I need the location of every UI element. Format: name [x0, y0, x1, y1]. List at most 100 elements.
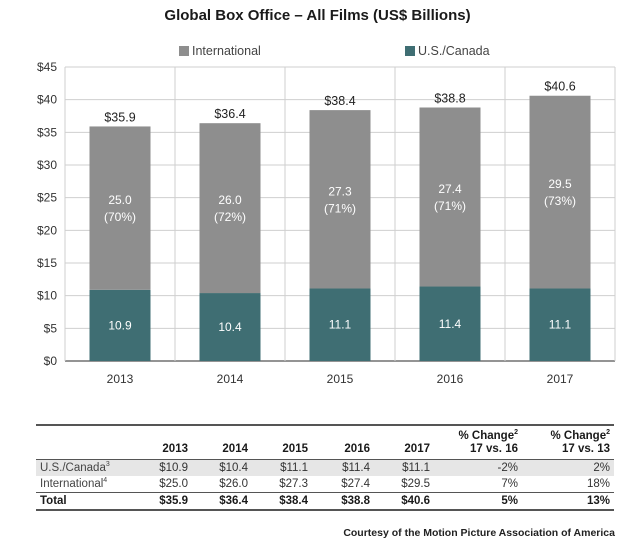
table-cell: 18% — [586, 477, 610, 490]
table-row-total: Total $35.9 $36.4 $38.4 $38.8 $40.6 5% 1… — [36, 492, 614, 510]
table-cell: $25.0 — [159, 477, 188, 490]
bar-international — [419, 107, 481, 287]
bar-us-canada — [89, 289, 151, 361]
bar-international — [309, 110, 371, 289]
bar-value-label-international: 27.3 — [328, 184, 352, 198]
y-tick-label: $25 — [37, 191, 57, 205]
table-header-cell: 2014 — [222, 442, 248, 455]
bar-share-label-international: (73%) — [544, 194, 576, 208]
table-cell: $10.4 — [192, 459, 252, 476]
header-line: 17 vs. 16 — [470, 442, 518, 455]
footnote-marker: 2 — [606, 429, 610, 436]
bar-us-canada — [199, 293, 261, 361]
x-axis-ticks: 2013 2014 2015 2016 2017 — [107, 372, 574, 386]
legend-label-us-canada: U.S./Canada — [418, 44, 490, 58]
bar-share-label-international: (71%) — [434, 199, 466, 213]
bar-total-label: $40.6 — [544, 80, 575, 94]
y-tick-label: $20 — [37, 223, 57, 237]
bar-value-label-international: 27.4 — [438, 182, 462, 196]
table-cell: $40.6 — [401, 494, 430, 507]
bar-value-label-us-canada: 11.1 — [329, 318, 352, 332]
y-tick-label: $30 — [37, 158, 57, 172]
header-line: 17 vs. 13 — [562, 442, 610, 455]
table-cell: 7% — [501, 477, 518, 490]
table-header-change-17-vs-16: % Change2 17 vs. 16 — [434, 425, 522, 459]
y-axis-ticks: $0 $5 $10 $15 $20 $25 $30 $35 $40 $45 — [37, 60, 57, 368]
table-cell: $26.0 — [219, 477, 248, 490]
table-header-row: 2013 2014 2015 2016 2017 % Change2 17 vs… — [36, 425, 614, 460]
bar-international — [199, 123, 261, 294]
table-header-cell: 2015 — [282, 442, 308, 455]
bar-value-label-us-canada: 10.9 — [108, 318, 132, 332]
bar-total-label: $38.8 — [434, 92, 465, 106]
table-cell: $36.4 — [219, 494, 248, 507]
table-header-cell: 2017 — [404, 442, 430, 455]
table-cell: $11.4 — [312, 459, 374, 476]
table-header-change-17-vs-13: % Change2 17 vs. 13 — [522, 425, 614, 459]
row-label: U.S./Canada3 — [36, 459, 132, 476]
bar-value-label-international: 25.0 — [108, 193, 132, 207]
bar-share-label-international: (70%) — [104, 210, 136, 224]
bar-us-canada — [419, 286, 481, 361]
table-header-cell: 2013 — [162, 442, 188, 455]
y-tick-label: $15 — [37, 256, 57, 270]
table-row-international: International4 $25.0 $26.0 $27.3 $27.4 $… — [36, 476, 614, 493]
bar-us-canada — [529, 288, 591, 361]
bar-us-canada — [309, 288, 371, 361]
bar-international — [529, 95, 591, 289]
table-header-cell — [36, 425, 132, 459]
bar-total-label: $35.9 — [104, 110, 135, 124]
bar-international — [89, 126, 151, 290]
table-cell: 13% — [586, 494, 610, 507]
bars: 10.9 25.0 (70%) $35.9 10.4 26.0 (72%) $36.4 11.1… — [89, 80, 591, 361]
bar-share-label-international: (71%) — [324, 201, 356, 215]
x-tick-label: 2016 — [437, 372, 464, 386]
table-cell: $10.9 — [132, 459, 192, 476]
header-line: % Change — [550, 429, 607, 442]
legend-swatch-us-canada — [405, 46, 415, 56]
row-label: Total — [40, 494, 67, 507]
y-tick-label: $10 — [37, 289, 57, 303]
y-tick-label: $40 — [37, 93, 57, 107]
stacked-bar-chart: International U.S./Canada 10.9 25.0 (70%) $… — [37, 44, 616, 386]
table-cell: $27.3 — [279, 477, 308, 490]
bar-total-label: $38.4 — [324, 94, 355, 108]
table-cell: $38.8 — [341, 494, 370, 507]
bar-value-label-international: 29.5 — [548, 177, 572, 191]
y-tick-label: $5 — [44, 321, 58, 335]
x-tick-label: 2013 — [107, 372, 134, 386]
header-line: % Change — [458, 429, 515, 442]
source-credit: Courtesy of the Motion Picture Associati… — [343, 527, 615, 539]
bar-value-label-us-canada: 10.4 — [218, 320, 242, 334]
footnote-marker: 2 — [514, 429, 518, 436]
chart-title: Global Box Office – All Films (US$ Billi… — [164, 7, 471, 24]
table-cell: $27.4 — [341, 477, 370, 490]
table-cell: 2% — [522, 459, 614, 476]
table-cell: 5% — [501, 494, 518, 507]
x-tick-label: 2014 — [217, 372, 244, 386]
bar-total-label: $36.4 — [214, 107, 245, 121]
y-tick-label: $0 — [44, 354, 58, 368]
table-cell: $11.1 — [374, 459, 434, 476]
bar-value-label-international: 26.0 — [218, 193, 242, 207]
bar-value-label-us-canada: 11.4 — [439, 317, 462, 331]
table-cell: -2% — [434, 459, 522, 476]
table-cell: $11.1 — [252, 459, 312, 476]
data-table: 2013 2014 2015 2016 2017 % Change2 17 vs… — [36, 424, 614, 511]
table-header-cell: 2016 — [344, 442, 370, 455]
table-row-us-canada: U.S./Canada3 $10.9 $10.4 $11.1 $11.4 $11… — [36, 459, 614, 476]
legend-swatch-international — [179, 46, 189, 56]
x-tick-label: 2017 — [547, 372, 574, 386]
footnote-marker: 3 — [105, 461, 110, 469]
legend: International U.S./Canada — [179, 44, 490, 58]
bar-share-label-international: (72%) — [214, 210, 246, 224]
bar-value-label-us-canada: 11.1 — [549, 318, 572, 332]
footnote-marker: 4 — [103, 477, 108, 485]
table-cell: $35.9 — [159, 494, 188, 507]
y-tick-label: $45 — [37, 60, 57, 74]
legend-label-international: International — [192, 44, 261, 58]
x-tick-label: 2015 — [327, 372, 354, 386]
table-cell: $29.5 — [401, 477, 430, 490]
table-cell: $38.4 — [279, 494, 308, 507]
row-label: International4 — [40, 477, 108, 491]
